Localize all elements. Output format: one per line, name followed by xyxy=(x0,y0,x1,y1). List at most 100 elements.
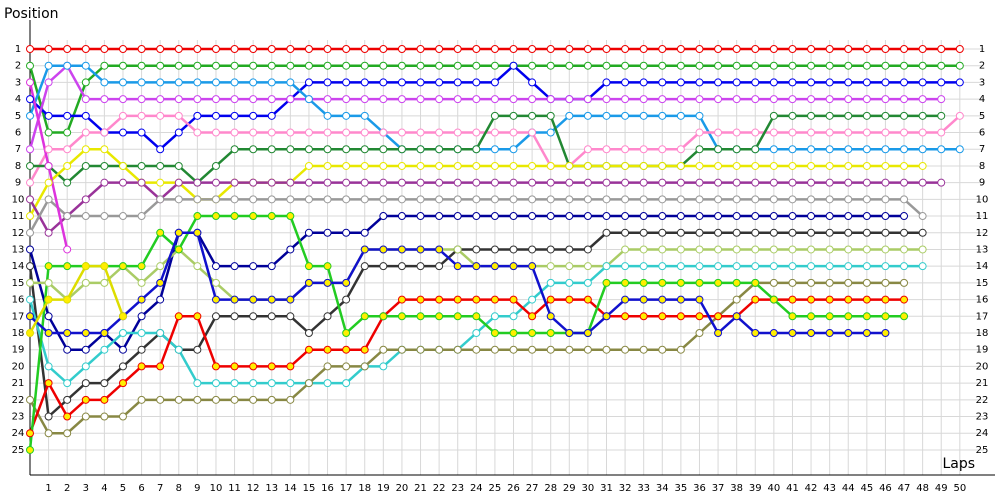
y-tick-label-right: 19 xyxy=(976,345,989,356)
point xyxy=(323,178,332,187)
point xyxy=(286,95,295,104)
point xyxy=(323,78,332,87)
point xyxy=(788,95,797,104)
point xyxy=(751,228,760,237)
point xyxy=(825,178,834,187)
point xyxy=(156,278,165,287)
series-line xyxy=(28,181,942,235)
point xyxy=(81,45,90,54)
point xyxy=(490,78,499,87)
point xyxy=(230,61,239,70)
point xyxy=(26,295,34,304)
point xyxy=(267,61,276,70)
point xyxy=(323,61,332,70)
point xyxy=(602,312,611,321)
point xyxy=(81,161,90,170)
point xyxy=(174,61,183,70)
point xyxy=(769,61,778,70)
point xyxy=(137,312,146,321)
point xyxy=(900,161,909,170)
point xyxy=(751,195,760,204)
point xyxy=(416,178,425,187)
point xyxy=(807,295,816,304)
point xyxy=(174,228,183,237)
point xyxy=(751,128,760,137)
x-tick-label: 21 xyxy=(414,483,427,494)
point xyxy=(81,78,90,87)
point xyxy=(788,145,797,154)
point xyxy=(193,228,202,237)
point xyxy=(509,45,518,54)
point xyxy=(918,178,927,187)
point xyxy=(435,161,444,170)
point xyxy=(490,111,499,120)
y-tick-label: 9 xyxy=(15,178,21,189)
x-tick-label: 12 xyxy=(247,483,260,494)
point xyxy=(769,45,778,54)
point xyxy=(621,345,630,354)
x-tick-label: 37 xyxy=(712,483,725,494)
point xyxy=(602,195,611,204)
point xyxy=(639,245,648,254)
point xyxy=(528,128,537,137)
point xyxy=(286,78,295,87)
point xyxy=(695,312,704,321)
point xyxy=(788,128,797,137)
point xyxy=(230,195,239,204)
point xyxy=(509,111,518,120)
point xyxy=(81,95,90,104)
point xyxy=(286,395,295,404)
point xyxy=(379,78,388,87)
point xyxy=(286,45,295,54)
point xyxy=(714,61,723,70)
point xyxy=(416,212,425,221)
point xyxy=(156,362,165,371)
point xyxy=(714,45,723,54)
point xyxy=(621,161,630,170)
point xyxy=(583,195,592,204)
point xyxy=(621,295,630,304)
point xyxy=(658,312,667,321)
point xyxy=(714,329,723,338)
y-tick-label-right: 13 xyxy=(976,244,989,255)
point xyxy=(249,212,258,221)
point xyxy=(769,212,778,221)
y-tick-label-right: 23 xyxy=(976,412,989,423)
point xyxy=(509,145,518,154)
point xyxy=(26,178,34,187)
point xyxy=(360,312,369,321)
point xyxy=(565,245,574,254)
x-tick-label: 35 xyxy=(675,483,688,494)
point xyxy=(918,161,927,170)
point xyxy=(435,45,444,54)
point xyxy=(100,78,109,87)
point xyxy=(676,95,685,104)
point xyxy=(676,178,685,187)
point xyxy=(807,111,816,120)
point xyxy=(732,312,741,321)
point xyxy=(732,61,741,70)
point xyxy=(249,195,258,204)
point xyxy=(379,161,388,170)
point xyxy=(751,295,760,304)
point xyxy=(769,329,778,338)
point xyxy=(807,329,816,338)
y-tick-label: 1 xyxy=(15,44,21,55)
point xyxy=(490,195,499,204)
point xyxy=(676,161,685,170)
point xyxy=(249,61,258,70)
point xyxy=(63,262,72,271)
y-tick-label: 20 xyxy=(12,361,25,372)
point xyxy=(490,245,499,254)
point xyxy=(844,245,853,254)
point xyxy=(267,78,276,87)
point xyxy=(509,95,518,104)
point xyxy=(267,312,276,321)
point xyxy=(509,262,518,271)
point xyxy=(397,145,406,154)
x-tick-label: 26 xyxy=(507,483,520,494)
point xyxy=(26,212,34,221)
point xyxy=(825,312,834,321)
point xyxy=(937,78,946,87)
point xyxy=(714,178,723,187)
